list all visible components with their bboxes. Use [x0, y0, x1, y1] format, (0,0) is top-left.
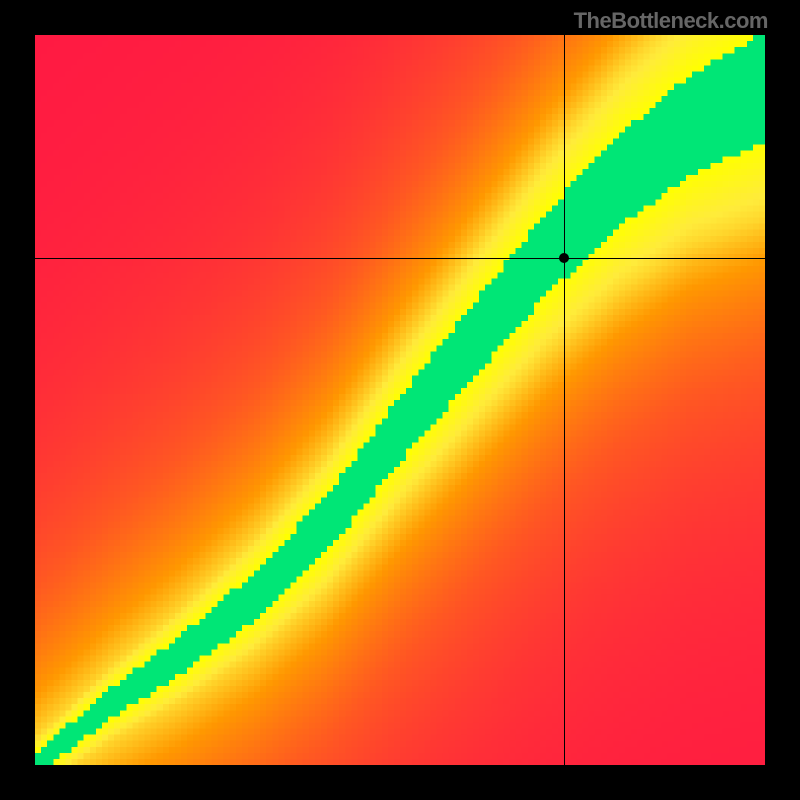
heatmap-plot-area	[35, 35, 765, 765]
heatmap-canvas	[35, 35, 765, 765]
crosshair-vertical	[564, 35, 565, 765]
marker-dot	[559, 253, 569, 263]
crosshair-horizontal	[35, 258, 765, 259]
watermark-text: TheBottleneck.com	[574, 8, 768, 34]
